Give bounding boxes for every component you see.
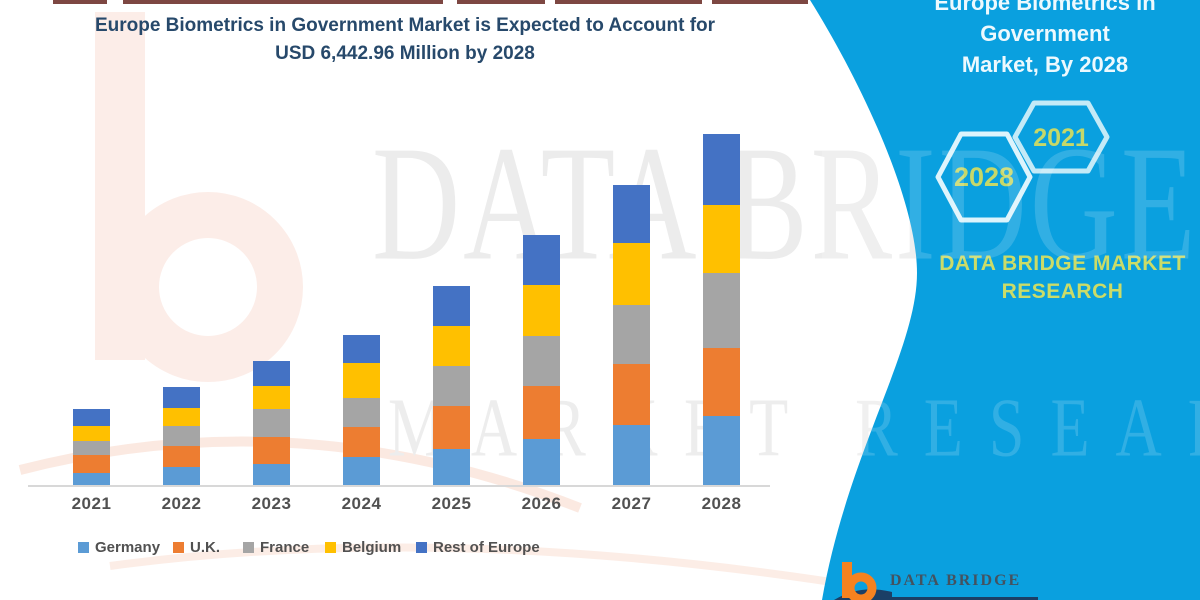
crop-artifact-line: [712, 0, 808, 4]
crop-artifact-line: [123, 0, 443, 4]
bar-2022: [163, 386, 200, 485]
bar-2021: [73, 409, 110, 485]
databridge-logo: DATA BRIDGE: [834, 558, 1174, 600]
bar-segment-france-2024: [343, 397, 380, 427]
chart-title-line2: USD 6,442.96 Million by 2028: [275, 43, 535, 64]
legend-item-france: France: [243, 539, 309, 556]
bar-segment-u-k--2022: [163, 445, 200, 467]
bar-segment-rest-of-europe-2022: [163, 386, 200, 408]
bar-segment-germany-2023: [253, 463, 290, 485]
hexagon-year-2028: 2028: [954, 162, 1014, 192]
bar-segment-germany-2022: [163, 466, 200, 485]
bar-segment-u-k--2027: [613, 364, 650, 425]
bar-segment-france-2028: [703, 273, 740, 348]
bar-segment-rest-of-europe-2021: [73, 409, 110, 427]
bar-segment-france-2025: [433, 366, 470, 407]
legend-swatch: [173, 542, 184, 553]
bar-segment-germany-2028: [703, 416, 740, 485]
databridge-logo-text: DATA BRIDGE: [890, 572, 1022, 589]
panel-title: Europe Biometrics in Government Market, …: [880, 0, 1200, 80]
x-axis-label-2024: 2024: [341, 494, 382, 513]
panel-title-line1: Europe Biometrics in Government: [934, 0, 1156, 46]
chart-title: Europe Biometrics in Government Market i…: [40, 12, 770, 68]
legend-item-u-k-: U.K.: [173, 539, 220, 556]
crop-artifact-line: [555, 0, 702, 4]
bar-segment-germany-2024: [343, 456, 380, 485]
bar-segment-belgium-2028: [703, 204, 740, 274]
bar-segment-belgium-2024: [343, 362, 380, 398]
bar-2023: [253, 360, 290, 485]
bar-segment-germany-2021: [73, 472, 110, 485]
bar-segment-u-k--2028: [703, 347, 740, 417]
crop-artifact-line: [53, 0, 107, 4]
bar-segment-u-k--2024: [343, 426, 380, 457]
legend-item-rest-of-europe: Rest of Europe: [416, 539, 540, 556]
bar-segment-belgium-2023: [253, 386, 290, 409]
right-panel: 2021 2028: [810, 0, 1200, 600]
legend-label: Rest of Europe: [433, 539, 540, 556]
bar-segment-belgium-2021: [73, 426, 110, 442]
bar-2028: [703, 133, 740, 485]
bar-segment-france-2021: [73, 441, 110, 456]
databridge-b-icon: [834, 562, 892, 600]
x-axis-label-2026: 2026: [521, 494, 562, 513]
bar-segment-rest-of-europe-2024: [343, 334, 380, 363]
crop-artifact-line: [457, 0, 545, 4]
bar-segment-rest-of-europe-2026: [523, 234, 560, 286]
legend-swatch: [78, 542, 89, 553]
bar-segment-u-k--2025: [433, 406, 470, 449]
legend-swatch: [416, 542, 427, 553]
chart-legend: Germany U.K. France Belgium Rest of Europe: [0, 539, 820, 561]
bar-segment-belgium-2027: [613, 242, 650, 306]
legend-item-germany: Germany: [78, 539, 160, 556]
bar-segment-belgium-2026: [523, 285, 560, 336]
legend-swatch: [325, 542, 336, 553]
bar-segment-france-2027: [613, 305, 650, 365]
hexagon-year-2021: 2021: [1033, 124, 1089, 152]
databridge-logo-subline: [888, 597, 1038, 600]
bar-segment-france-2023: [253, 408, 290, 437]
bar-segment-rest-of-europe-2023: [253, 360, 290, 387]
x-axis-label-2028: 2028: [701, 494, 742, 513]
panel-brand-text: DATA BRIDGE MARKET RESEARCH: [930, 250, 1195, 306]
bar-segment-france-2026: [523, 335, 560, 387]
x-axis-label-2021: 2021: [71, 494, 112, 513]
legend-item-belgium: Belgium: [325, 539, 401, 556]
panel-title-line2: Market, By 2028: [961, 52, 1129, 77]
bar-2024: [343, 334, 380, 485]
legend-swatch: [243, 542, 254, 553]
bar-2027: [613, 184, 650, 485]
bar-segment-rest-of-europe-2027: [613, 184, 650, 243]
hexagon-group: [935, 100, 1110, 223]
bar-2025: [433, 286, 470, 485]
x-axis-label-2023: 2023: [251, 494, 292, 513]
hexagon-2021: [1012, 100, 1110, 174]
legend-label: Belgium: [342, 539, 402, 556]
bar-segment-rest-of-europe-2025: [433, 286, 470, 326]
bar-2026: [523, 234, 560, 485]
bar-segment-germany-2026: [523, 438, 560, 485]
panel-brand-line2: RESEARCH: [1001, 280, 1124, 303]
legend-label: Germany: [95, 539, 161, 556]
x-axis-label-2025: 2025: [431, 494, 472, 513]
bar-segment-france-2022: [163, 426, 200, 446]
legend-label: U.K.: [190, 539, 220, 556]
x-axis-line: [28, 485, 770, 487]
bar-segment-belgium-2022: [163, 407, 200, 427]
b-logo-watermark: [95, 12, 303, 382]
bar-segment-germany-2027: [613, 424, 650, 485]
x-axis-label-2027: 2027: [611, 494, 652, 513]
bar-segment-germany-2025: [433, 448, 470, 485]
legend-label: France: [260, 539, 310, 556]
bar-segment-rest-of-europe-2028: [703, 133, 740, 205]
chart-title-line1: Europe Biometrics in Government Market i…: [94, 15, 716, 36]
hexagon-2028: [935, 131, 1033, 223]
bar-segment-belgium-2025: [433, 325, 470, 367]
bar-segment-u-k--2021: [73, 455, 110, 473]
x-axis-label-2022: 2022: [161, 494, 202, 513]
panel-brand-line1: DATA BRIDGE MARKET: [939, 252, 1186, 275]
bar-segment-u-k--2023: [253, 436, 290, 464]
bar-segment-u-k--2026: [523, 386, 560, 439]
